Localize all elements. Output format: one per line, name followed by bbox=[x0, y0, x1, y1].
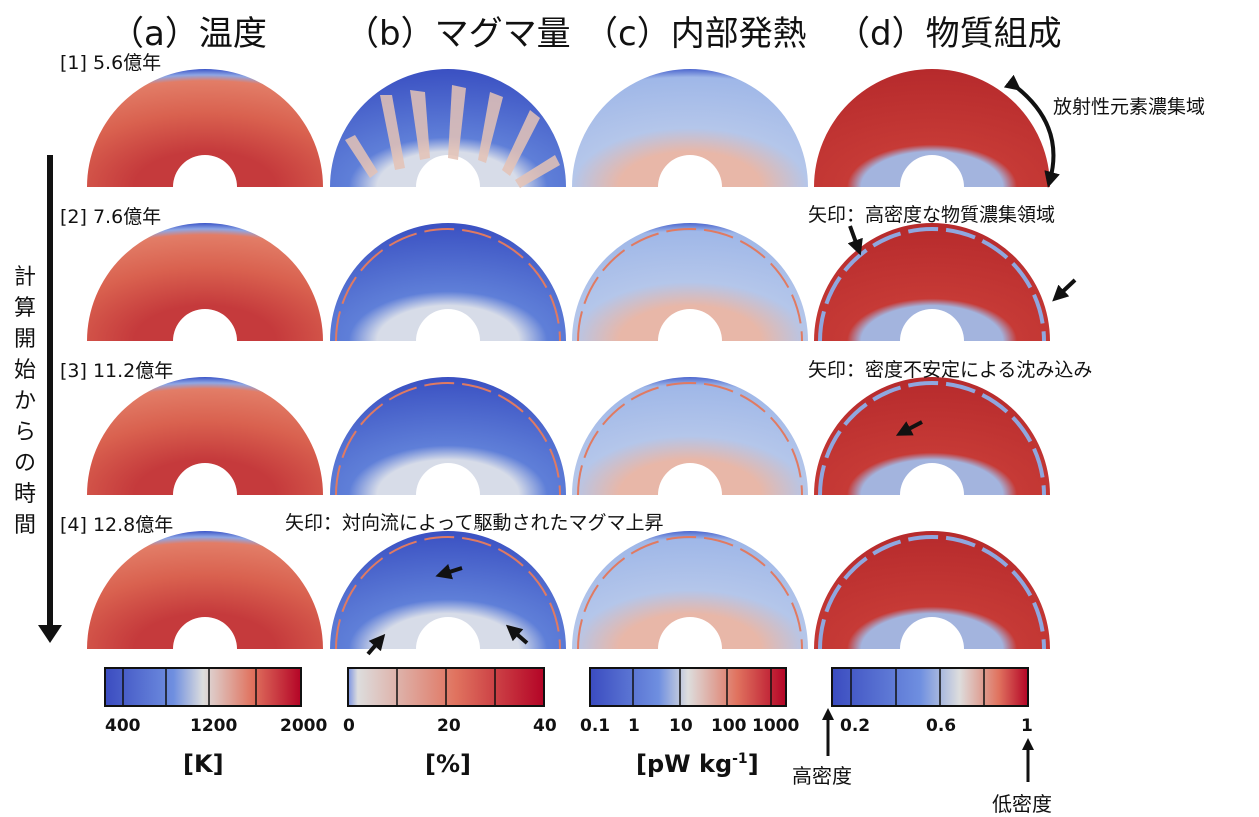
cb-comp-tick-1: 1 bbox=[1021, 716, 1033, 736]
panel-temperature-row-2 bbox=[87, 223, 323, 341]
surface-layer-magma-row-4 bbox=[335, 536, 561, 650]
annotation-row4: 矢印：対向流によって駆動されたマグマ上昇 bbox=[285, 512, 664, 534]
panel-magma-row-4 bbox=[330, 531, 566, 649]
panel-heating-row-2 bbox=[572, 223, 808, 341]
row-label-3: [3] 11.2億年 bbox=[60, 360, 174, 382]
row-label-1: [1] 5.6億年 bbox=[60, 52, 162, 74]
panel-composition-row-2 bbox=[814, 223, 1050, 341]
panel-heating-row-1 bbox=[572, 69, 808, 187]
surface-layer-composition-row-3 bbox=[818, 381, 1046, 496]
cb-magma-tick-20: 20 bbox=[437, 716, 461, 736]
panel-composition-row-3 bbox=[814, 377, 1050, 495]
high-density-label: 高密度 bbox=[792, 764, 852, 788]
annotation-row2: 矢印：高密度な物質濃集領域 bbox=[808, 204, 1056, 226]
row-label-4: [4] 12.8億年 bbox=[60, 514, 174, 536]
annotation-row3: 矢印：密度不安定による沈み込み bbox=[808, 359, 1093, 381]
panel-magma-row-3 bbox=[330, 377, 566, 495]
column-title-heating: （c）内部発熱 bbox=[584, 14, 807, 54]
low-density-label: 低密度 bbox=[992, 792, 1052, 816]
arrow-row2-left bbox=[847, 225, 863, 256]
panel-composition-row-1 bbox=[814, 69, 1050, 187]
surface-layer-magma-row-2 bbox=[335, 228, 561, 342]
cb-heat-tick-10: 10 bbox=[669, 716, 693, 736]
surface-layer-heating-row-2 bbox=[577, 228, 803, 342]
panel-temperature-row-3 bbox=[87, 377, 323, 495]
cb-temp-tick-1200: 1200 bbox=[190, 716, 238, 736]
cb-heat-tick-1: 1 bbox=[628, 716, 640, 736]
cb-magma-unit: [%] bbox=[425, 750, 471, 778]
magma-plumes bbox=[345, 85, 560, 188]
cb-heat-tick-1000: 1000 bbox=[752, 716, 800, 736]
arrow-row3 bbox=[895, 420, 923, 436]
panel-heating-row-4 bbox=[572, 531, 808, 649]
arrow-row4-b bbox=[366, 633, 386, 656]
colorbar-magma bbox=[347, 667, 545, 707]
arrow-row4-a bbox=[435, 563, 463, 580]
annotation-radioactive: 放射性元素濃集域 bbox=[1053, 96, 1206, 118]
surface-layer-composition-row-4 bbox=[818, 535, 1046, 650]
column-title-temperature: （a）温度 bbox=[110, 14, 267, 54]
panel-temperature-row-1 bbox=[87, 69, 323, 187]
arrow-radioactive bbox=[1003, 74, 1060, 188]
arrows bbox=[366, 74, 1077, 656]
panel-magma-row-2 bbox=[330, 223, 566, 341]
surface-layer-magma-row-3 bbox=[335, 382, 561, 496]
panel-composition-row-4 bbox=[814, 531, 1050, 649]
column-title-composition: （d）物質組成 bbox=[836, 14, 1062, 54]
colorbar-temperature bbox=[104, 667, 302, 707]
cb-magma-tick-0: 0 bbox=[343, 716, 355, 736]
arrow-row2-right bbox=[1052, 278, 1077, 302]
time-axis-arrowhead bbox=[38, 625, 62, 643]
surface-layer-heating-row-4 bbox=[577, 536, 803, 650]
panel-heating-row-3 bbox=[572, 377, 808, 495]
colorbar-composition bbox=[822, 667, 1034, 782]
cb-temp-unit: [K] bbox=[183, 750, 224, 778]
time-axis-label: 計 算 開 始 か ら の 時 間 bbox=[13, 265, 36, 538]
cb-comp-tick-0.6: 0.6 bbox=[926, 716, 957, 736]
cb-heat-tick-100: 100 bbox=[711, 716, 747, 736]
surface-layer-heating-row-3 bbox=[577, 382, 803, 496]
cb-temp-tick-2000: 2000 bbox=[280, 716, 328, 736]
colorbar-heating bbox=[589, 667, 787, 707]
arrow-row4-c bbox=[505, 624, 529, 645]
cb-magma-tick-40: 40 bbox=[533, 716, 557, 736]
cb-heat-tick-0.1: 0.1 bbox=[580, 716, 611, 736]
cb-temp-tick-400: 400 bbox=[105, 716, 141, 736]
cb-comp-tick-0.2: 0.2 bbox=[840, 716, 871, 736]
surface-layer-composition-row-2 bbox=[818, 227, 1046, 342]
column-title-magma: （b）マグマ量 bbox=[345, 14, 571, 54]
row-label-2: [2] 7.6億年 bbox=[60, 206, 162, 228]
panel-temperature-row-4 bbox=[87, 531, 323, 649]
cb-heat-unit: [pW kg-1] bbox=[636, 750, 759, 778]
